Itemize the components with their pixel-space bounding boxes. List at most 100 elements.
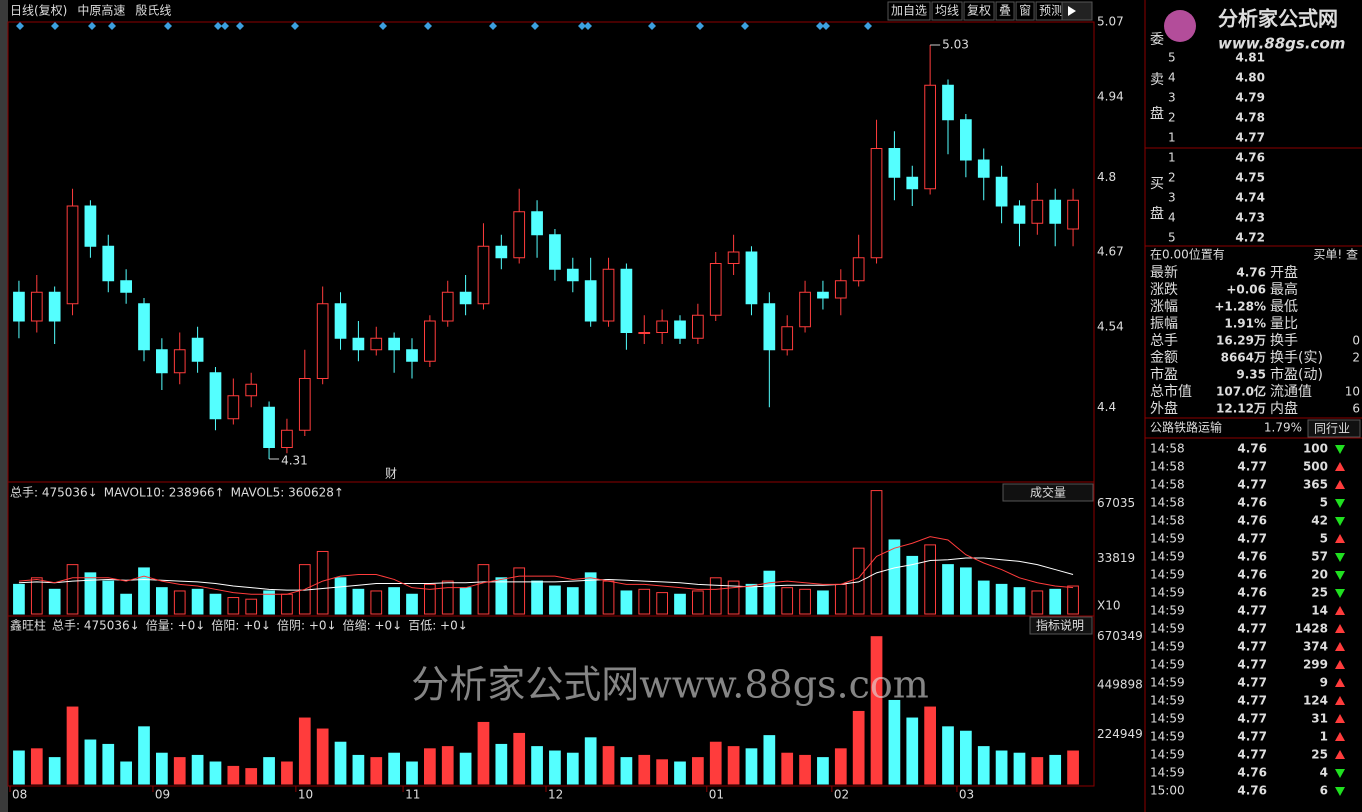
book-label: 买 — [1150, 176, 1164, 192]
toolbar-button[interactable]: 加自选 — [891, 4, 927, 18]
candle-body — [942, 84, 954, 121]
signal-diamond — [584, 22, 592, 30]
y-tick-label: 224949 — [1097, 727, 1143, 741]
toolbar-button[interactable]: 窗 — [1019, 4, 1031, 18]
order-button[interactable]: 买单! 查 — [1313, 248, 1358, 262]
candle-body — [763, 303, 776, 351]
trade-volume: 9 — [1320, 676, 1328, 690]
bar — [709, 577, 722, 615]
toolbar-button[interactable]: 复权 — [967, 4, 991, 18]
bar — [352, 588, 365, 615]
candle-body — [245, 383, 258, 397]
event-marker[interactable]: 财 — [385, 467, 397, 481]
low-annotation: 4.31 — [281, 454, 308, 468]
bar — [459, 752, 472, 785]
bar — [995, 750, 1008, 785]
stat-label: 内盘 — [1270, 400, 1298, 417]
trade-volume: 1428 — [1295, 622, 1328, 636]
dropdown-label[interactable]: 成交量 — [1030, 485, 1066, 500]
trade-arrow — [1335, 553, 1345, 562]
pane-header: MAVOL10: 238966↑ — [104, 486, 225, 500]
menu-arrow[interactable] — [1068, 6, 1076, 16]
bar — [13, 583, 25, 615]
watermark: 分析家公式网www.88gs.com — [411, 663, 929, 707]
trade-volume: 6 — [1320, 784, 1328, 798]
trade-arrow — [1335, 769, 1345, 778]
y-tick-label: 449898 — [1097, 678, 1143, 692]
bar — [977, 580, 990, 615]
toolbar-button-frame[interactable] — [887, 1, 931, 21]
toolbar-button[interactable]: 预测 — [1039, 4, 1063, 18]
bar — [477, 564, 490, 615]
menu-button[interactable] — [1061, 1, 1093, 21]
y-tick-label: 4.94 — [1097, 89, 1124, 103]
y-tick-label: 5.07 — [1097, 15, 1124, 29]
toolbar-button-frame[interactable] — [963, 1, 995, 21]
x-tick-label: 12 — [548, 788, 563, 802]
book-label: 卖 — [1150, 72, 1164, 88]
toolbar-button-frame[interactable] — [995, 1, 1015, 21]
industry-button-frame[interactable] — [1307, 419, 1361, 438]
candle-body — [209, 372, 222, 420]
trade-time: 14:59 — [1150, 568, 1185, 582]
candle-body — [406, 349, 418, 362]
candle-body — [584, 280, 597, 322]
trade-price: 4.77 — [1237, 694, 1267, 708]
bar — [709, 741, 722, 785]
bar — [924, 706, 936, 785]
trade-arrow — [1335, 445, 1345, 454]
trade-arrow — [1335, 696, 1345, 705]
stat-value: 0 — [1352, 334, 1360, 348]
trade-price: 4.76 — [1237, 514, 1267, 528]
bar — [817, 590, 829, 615]
stat-label: 换手(实) — [1270, 349, 1323, 366]
book-level: 1 — [1168, 131, 1176, 145]
toolbar-button-frame[interactable] — [1015, 1, 1035, 21]
toolbar-button-frame[interactable] — [931, 1, 963, 21]
book-price: 4.75 — [1235, 171, 1265, 185]
trade-volume: 31 — [1311, 712, 1328, 726]
stat-value: 2 — [1352, 351, 1360, 365]
stat-label: 最新 — [1150, 265, 1178, 281]
candle-body — [298, 378, 311, 431]
trade-price: 4.76 — [1237, 550, 1267, 564]
candle-body — [906, 176, 919, 190]
toolbar-label: 殷氏线 — [135, 4, 171, 18]
bar — [566, 752, 579, 785]
bar — [727, 746, 740, 785]
signal-diamond — [88, 22, 96, 30]
pane-header: 倍阳: +0↓ — [211, 618, 271, 633]
candle-body — [620, 268, 633, 333]
industry-button[interactable]: 同行业 — [1314, 422, 1350, 436]
book-level: 3 — [1168, 91, 1176, 105]
bar — [638, 588, 651, 615]
stat-label: 金额 — [1150, 350, 1178, 366]
stat-label: 市盈 — [1150, 366, 1178, 383]
trade-price: 4.77 — [1237, 478, 1267, 492]
dropdown[interactable] — [1002, 483, 1094, 502]
candle-body — [602, 268, 615, 322]
button[interactable] — [1029, 616, 1093, 635]
bar — [1049, 754, 1062, 785]
candle-body — [120, 280, 132, 293]
toolbar-button[interactable]: 均线 — [935, 4, 959, 18]
candle-body — [191, 337, 204, 362]
toolbar-button[interactable]: 叠 — [999, 4, 1011, 18]
bar — [513, 567, 526, 615]
trade-volume: 5 — [1320, 496, 1328, 510]
bar — [977, 746, 990, 785]
bar — [674, 593, 686, 615]
bar — [156, 587, 168, 615]
trade-arrow — [1335, 660, 1345, 669]
button-label[interactable]: 指标说明 — [1036, 618, 1084, 633]
candle-body — [1013, 205, 1026, 224]
trade-time: 14:59 — [1150, 730, 1185, 744]
stat-label: 涨跌 — [1150, 282, 1178, 298]
trade-time: 14:59 — [1150, 550, 1185, 564]
candle-body — [388, 337, 400, 351]
candle-body — [834, 280, 847, 299]
book-label: 盘 — [1150, 105, 1164, 122]
trade-price: 4.77 — [1237, 460, 1267, 474]
bar — [281, 593, 293, 615]
candle-body — [316, 303, 329, 379]
